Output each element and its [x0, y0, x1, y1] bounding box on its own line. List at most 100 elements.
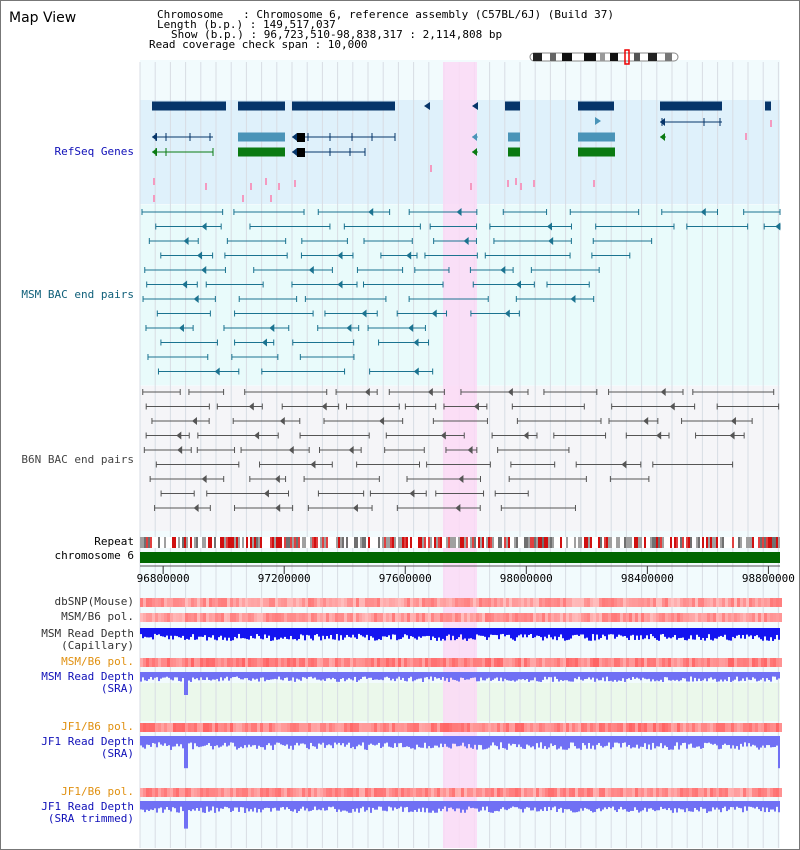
pink-marker: [470, 183, 472, 190]
heat-cell: [377, 723, 380, 732]
heat-cell: [494, 788, 497, 797]
depth-bar: [194, 628, 196, 640]
heat-cell: [773, 788, 776, 797]
bac-arrow: [269, 324, 275, 332]
heat-cell: [212, 788, 215, 797]
depth-bar: [280, 801, 282, 808]
depth-bar: [172, 736, 174, 747]
repeat-element: [526, 537, 528, 548]
heat-cell: [326, 598, 329, 607]
heat-cell: [593, 598, 596, 607]
heat-cell: [752, 723, 755, 732]
depth-bar: [346, 628, 348, 635]
heat-cell: [335, 788, 338, 797]
heat-cell: [692, 598, 695, 607]
depth-bar: [480, 801, 482, 811]
depth-bar: [390, 801, 392, 808]
track-label-msm-depth-sra[interactable]: MSM Read Depth (SRA): [41, 670, 134, 695]
track-label-msm-bac[interactable]: MSM BAC end pairs: [21, 288, 134, 301]
depth-bar: [762, 736, 764, 746]
msm-depth-capillary-track: [140, 628, 780, 641]
heat-cell: [263, 788, 266, 797]
depth-bar: [634, 736, 636, 748]
track-label-refseq[interactable]: RefSeq Genes: [54, 145, 134, 158]
heat-cell: [266, 723, 269, 732]
heat-cell: [350, 658, 353, 667]
depth-bar: [496, 736, 498, 747]
heat-cell: [257, 788, 260, 797]
repeat-element: [438, 537, 440, 548]
depth-bar: [454, 672, 456, 681]
depth-bar: [370, 672, 372, 678]
heat-cell: [755, 598, 758, 607]
depth-bar: [324, 628, 326, 640]
track-label-repeat[interactable]: Repeat: [94, 535, 134, 548]
exon-block: [297, 148, 305, 157]
heat-cell: [407, 658, 410, 667]
heat-cell: [380, 613, 383, 622]
depth-bar: [266, 801, 268, 808]
depth-bar: [430, 801, 432, 813]
depth-bar: [334, 801, 336, 809]
heat-cell: [335, 613, 338, 622]
depth-bar: [736, 736, 738, 747]
depth-bar: [666, 801, 668, 811]
heat-cell: [662, 658, 665, 667]
depth-bar: [424, 628, 426, 637]
track-label-jf1-depth-sra-trimmed[interactable]: JF1 Read Depth (SRA trimmed): [41, 800, 134, 825]
heat-cell: [203, 598, 206, 607]
heat-cell: [218, 723, 221, 732]
gene-block: [238, 147, 285, 157]
heat-cell: [365, 598, 368, 607]
track-label-jf1-depth-sra[interactable]: JF1 Read Depth (SRA): [41, 735, 134, 760]
heat-cell: [428, 788, 431, 797]
heat-cell: [392, 613, 395, 622]
track-label-dbsnp[interactable]: dbSNP(Mouse): [54, 595, 134, 608]
depth-bar: [180, 672, 182, 682]
depth-bar: [708, 628, 710, 635]
depth-bar: [270, 628, 272, 641]
heat-cell: [152, 723, 155, 732]
track-label-jf1-b6-pol-2[interactable]: JF1/B6 pol.: [61, 785, 134, 798]
track-label-b6n-bac[interactable]: B6N BAC end pairs: [21, 453, 134, 466]
heat-cell: [707, 788, 710, 797]
repeat-element: [394, 537, 396, 548]
depth-bar: [286, 628, 288, 639]
depth-bar: [558, 672, 560, 682]
depth-bar: [200, 736, 202, 747]
heat-cell: [344, 788, 347, 797]
depth-bar: [564, 628, 566, 641]
depth-bar: [612, 736, 614, 748]
bac-arrow: [337, 251, 343, 260]
depth-bar: [216, 628, 218, 641]
depth-bar: [744, 801, 746, 807]
heat-cell: [608, 723, 611, 732]
depth-bar: [594, 801, 596, 812]
depth-bar: [682, 736, 684, 744]
heat-cell: [224, 658, 227, 667]
heat-cell: [383, 613, 386, 622]
heat-cell: [701, 613, 704, 622]
depth-bar: [356, 736, 358, 747]
depth-bar: [372, 801, 374, 808]
depth-bar: [344, 801, 346, 811]
track-label-chromosome[interactable]: chromosome 6: [54, 549, 134, 562]
depth-bar: [346, 736, 348, 745]
track-label-msm-b6-pol[interactable]: MSM/B6 pol.: [61, 610, 134, 623]
repeat-element: [676, 537, 678, 548]
heat-cell: [626, 598, 629, 607]
depth-bar: [378, 672, 380, 680]
heat-cell: [572, 723, 575, 732]
depth-bar: [692, 672, 694, 682]
depth-bar: [546, 628, 548, 639]
depth-bar: [182, 628, 184, 636]
track-label-msm-b6-pol-2[interactable]: MSM/B6 pol.: [61, 655, 134, 668]
heat-cell: [605, 658, 608, 667]
track-label-jf1-b6-pol[interactable]: JF1/B6 pol.: [61, 720, 134, 733]
track-label-msm-depth-capillary[interactable]: MSM Read Depth (Capillary): [41, 627, 134, 652]
heat-cell: [656, 788, 659, 797]
repeat-element: [774, 537, 776, 548]
depth-bar: [634, 628, 636, 640]
depth-bar: [356, 628, 358, 639]
